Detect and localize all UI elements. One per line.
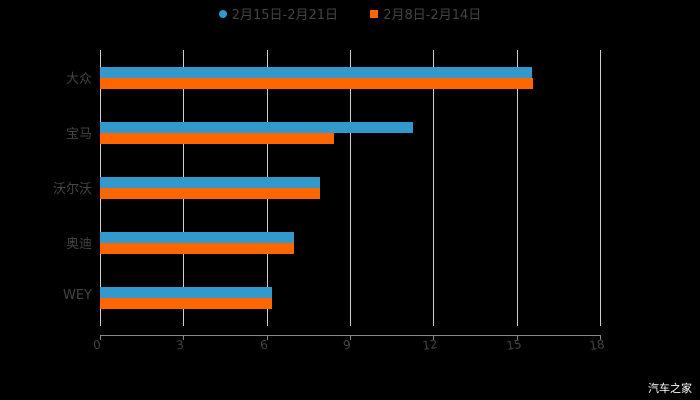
y-category-label: 大众	[65, 72, 92, 87]
legend-label-series1: 2月15日-2月21日	[231, 8, 339, 23]
x-tick-label: 12	[421, 337, 439, 353]
legend-marker-blue-icon	[218, 9, 227, 18]
x-tick	[100, 335, 101, 340]
bar-series2[interactable]	[100, 133, 334, 144]
legend-marker-orange-icon	[370, 9, 379, 18]
bar-series2[interactable]	[100, 243, 294, 254]
x-tick	[433, 335, 435, 340]
legend-item-series2[interactable]: 2月8日-2月14日	[370, 4, 481, 23]
bar-series1[interactable]	[100, 67, 532, 78]
gridline	[433, 50, 435, 326]
legend-item-series1[interactable]: 2月15日-2月21日	[218, 4, 339, 23]
bar-series1[interactable]	[100, 122, 414, 133]
y-category-label: 宝马	[65, 127, 92, 142]
y-category-label: 沃尔沃	[52, 182, 92, 197]
bar-series1[interactable]	[100, 177, 320, 188]
legend-label-series2: 2月8日-2月14日	[383, 8, 482, 23]
x-tick-label: 18	[588, 337, 606, 353]
x-tick-label: 6	[258, 337, 269, 353]
bar-series2[interactable]	[100, 78, 534, 89]
x-tick	[266, 335, 268, 340]
bar-series2[interactable]	[100, 188, 320, 199]
bar-series1[interactable]	[100, 287, 272, 298]
gridline	[516, 50, 518, 326]
gridline	[350, 50, 351, 326]
x-tick	[516, 335, 518, 340]
x-tick	[350, 335, 351, 340]
x-tick	[600, 335, 601, 340]
x-tick-label: 15	[505, 337, 523, 353]
watermark: 汽车之家	[648, 382, 692, 395]
x-tick	[183, 335, 185, 340]
plot-area	[100, 50, 601, 326]
bar-series1[interactable]	[100, 232, 294, 243]
chart-legend: 2月15日-2月21日 2月8日-2月14日	[0, 4, 700, 23]
y-category-label: WEY	[62, 288, 92, 303]
bar-series2[interactable]	[100, 298, 272, 309]
gridline	[600, 50, 601, 326]
y-category-label: 奥迪	[65, 237, 92, 252]
